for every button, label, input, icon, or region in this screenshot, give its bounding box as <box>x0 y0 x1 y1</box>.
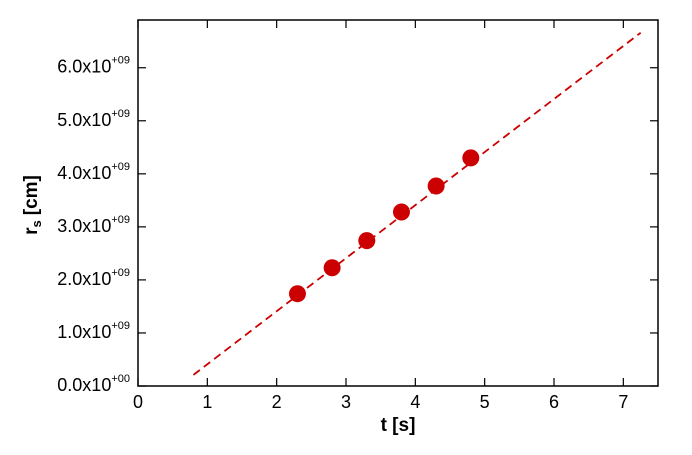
y-tick-mantissa: 2.0x10 <box>57 269 111 289</box>
y-tick-exponent: +09 <box>111 320 130 332</box>
y-tick-label: 4.0x10+09​ <box>57 161 130 183</box>
x-tick-label: 6 <box>549 392 559 412</box>
y-axis-label: rs [cm] <box>21 175 44 235</box>
y-tick-label: 0.0x10+00​ <box>57 373 130 395</box>
y-tick-label: 1.0x10+09​ <box>57 320 130 342</box>
x-tick-label: 4 <box>410 392 420 412</box>
y-tick-exponent: +09 <box>111 267 130 279</box>
data-point <box>323 259 341 277</box>
y-tick-exponent: +09 <box>111 55 130 67</box>
x-tick-label: 5 <box>480 392 490 412</box>
y-tick-exponent: +09 <box>111 161 130 173</box>
y-axis-label-unit: [cm] <box>21 175 42 215</box>
y-tick-label: 5.0x10+09​ <box>57 108 130 130</box>
x-tick-label: 0 <box>133 392 143 412</box>
y-axis-label-main: r <box>21 227 42 235</box>
y-tick-exponent: +09 <box>111 214 130 226</box>
data-point <box>427 177 445 195</box>
y-tick-label: 2.0x10+09​ <box>57 267 130 289</box>
x-tick-label: 3 <box>341 392 351 412</box>
y-tick-exponent: +00 <box>111 373 130 385</box>
y-tick-mantissa: 5.0x10 <box>57 110 111 130</box>
plot-frame <box>137 19 659 387</box>
y-tick-mantissa: 0.0x10 <box>57 375 111 395</box>
fit-line <box>192 32 642 376</box>
y-tick-label: 6.0x10+09​ <box>57 55 130 77</box>
y-tick-mantissa: 6.0x10 <box>57 56 111 76</box>
data-point <box>288 285 306 303</box>
x-axis-label: t [s] <box>381 415 416 436</box>
data-point <box>462 149 480 167</box>
data-point <box>358 232 376 250</box>
x-tick-label: 2 <box>272 392 282 412</box>
y-tick-exponent: +09 <box>111 108 130 120</box>
y-tick-mantissa: 4.0x10 <box>57 163 111 183</box>
y-tick-mantissa: 3.0x10 <box>57 216 111 236</box>
x-tick-label: 7 <box>618 392 628 412</box>
data-point <box>392 203 410 221</box>
x-tick-label: 1 <box>202 392 212 412</box>
y-tick-mantissa: 1.0x10 <box>57 322 111 342</box>
y-axis-label-sub: s <box>29 220 44 227</box>
y-tick-label: 3.0x10+09​ <box>57 214 130 236</box>
